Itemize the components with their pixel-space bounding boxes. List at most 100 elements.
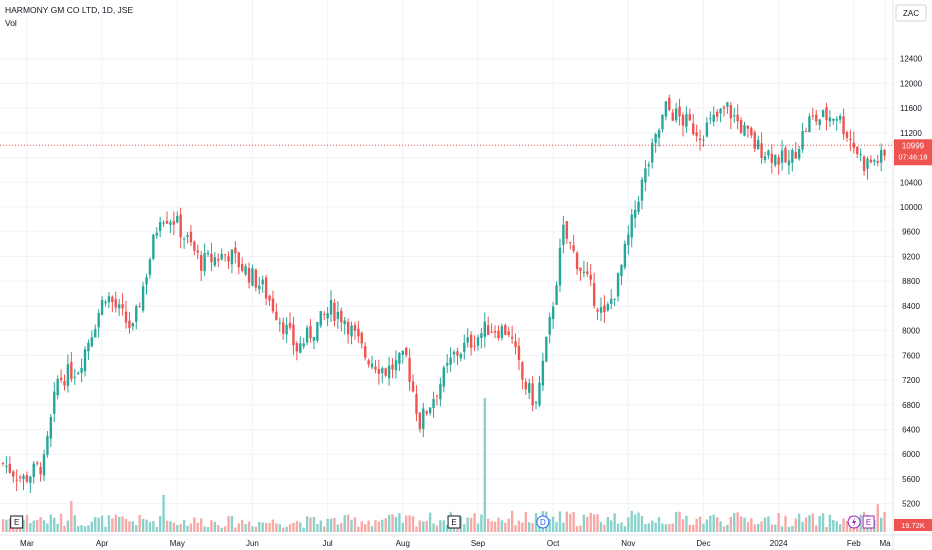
volume-bar — [299, 522, 302, 532]
candle-body — [73, 376, 76, 378]
event-marker-split_earnings[interactable]: E — [847, 515, 875, 529]
volume-bar — [876, 504, 879, 532]
candle-body — [39, 466, 42, 475]
volume-bar — [596, 514, 599, 532]
volume-bar — [668, 523, 671, 532]
candle-body — [87, 342, 90, 352]
candle-body — [603, 305, 606, 313]
volume-indicator-label[interactable]: Vol — [5, 18, 17, 28]
candle-body — [176, 215, 179, 223]
candle-body — [411, 381, 415, 392]
candle-body — [876, 161, 879, 163]
volume-bar — [411, 516, 415, 532]
volume-bar — [114, 514, 117, 532]
candle-body — [811, 115, 815, 117]
volume-bar — [76, 525, 80, 532]
candle-body — [770, 153, 774, 163]
volume-bar — [497, 517, 500, 532]
candle-body — [387, 365, 391, 379]
volume-bar — [654, 522, 657, 532]
time-tick-label: May — [170, 539, 185, 548]
candle-body — [510, 336, 514, 339]
volume-bar — [579, 525, 582, 532]
candle-body — [633, 209, 637, 218]
volume-bar — [746, 522, 750, 532]
time-tick-label: Jul — [322, 539, 332, 548]
event-marker-dividend[interactable]: D — [536, 515, 550, 529]
price-tick-label: 8000 — [902, 327, 920, 336]
candle-body — [305, 327, 309, 343]
price-tick-label: 10400 — [900, 178, 923, 187]
candle-body — [230, 249, 234, 264]
candle-body — [428, 407, 432, 414]
time-axis-labels[interactable]: Mar Apr May Jun Jul Aug Sep Oct Nov Dec 2024 Feb Ma — [20, 539, 891, 548]
price-axis-labels: 1240012000116001120010800104001000096009… — [900, 55, 923, 509]
time-tick-label: Oct — [547, 539, 560, 548]
candle-body — [152, 234, 155, 259]
candle-body — [227, 256, 230, 262]
candle-body — [244, 266, 247, 275]
candle-body — [791, 149, 794, 163]
currency-box[interactable] — [895, 4, 927, 22]
price-axis-panel[interactable] — [893, 0, 932, 550]
candle-body — [483, 321, 486, 337]
volume-bar — [408, 515, 411, 532]
volume-bar — [463, 524, 466, 532]
symbol-title[interactable]: HARMONY GM CO LTD, 1D, JSE — [5, 5, 133, 15]
volume-bar — [251, 526, 254, 532]
candle-body — [360, 332, 363, 344]
volume-bar — [70, 501, 73, 532]
candle-body — [528, 383, 531, 393]
event-marker-earnings[interactable]: E — [10, 515, 24, 529]
volume-bar — [432, 523, 435, 532]
volume-bar — [203, 526, 206, 532]
candle-body — [565, 221, 568, 239]
event-marker-earnings[interactable]: E — [447, 515, 461, 529]
candle-body — [141, 286, 145, 311]
volume-bar — [856, 524, 859, 532]
candle-body — [415, 394, 418, 414]
volume-bar — [288, 524, 292, 532]
volume-bar — [524, 511, 527, 532]
volume-bar — [603, 524, 606, 532]
volume-bar — [452, 526, 456, 532]
candle-body — [422, 408, 425, 429]
candle-body — [370, 363, 374, 368]
volume-bar — [220, 527, 223, 532]
volume-bar — [364, 523, 367, 532]
candle-body — [592, 283, 596, 306]
candle-body — [295, 343, 299, 352]
last-price-badge — [894, 139, 932, 166]
volume-bar — [264, 522, 268, 532]
candle-body — [719, 108, 722, 114]
volume-bar — [569, 514, 572, 532]
volume-bar — [879, 517, 883, 532]
candle-body — [186, 235, 189, 237]
candle-body — [179, 214, 182, 238]
volume-bar — [551, 516, 555, 532]
candle-body — [463, 342, 466, 352]
candle-body — [66, 364, 70, 387]
candle-body — [763, 156, 767, 160]
candle-body — [524, 381, 527, 390]
candle-body — [668, 97, 671, 111]
volume-bar — [80, 525, 83, 532]
volume-bar — [640, 515, 644, 532]
volume-bar — [832, 519, 835, 532]
candle-body — [220, 253, 223, 260]
price-tick-label: 11600 — [900, 104, 922, 113]
candle-body — [104, 301, 107, 304]
candle-body — [548, 317, 551, 335]
candle-body — [254, 269, 258, 288]
volume-bar — [131, 521, 135, 532]
time-tick-label: Nov — [621, 539, 635, 548]
volume-bar — [435, 525, 439, 532]
volume-bar — [534, 513, 538, 532]
volume-bar — [623, 526, 627, 532]
volume-bar — [189, 523, 193, 532]
candle-body — [466, 337, 469, 343]
volume-bar — [842, 518, 845, 532]
volume-bar — [155, 527, 158, 532]
